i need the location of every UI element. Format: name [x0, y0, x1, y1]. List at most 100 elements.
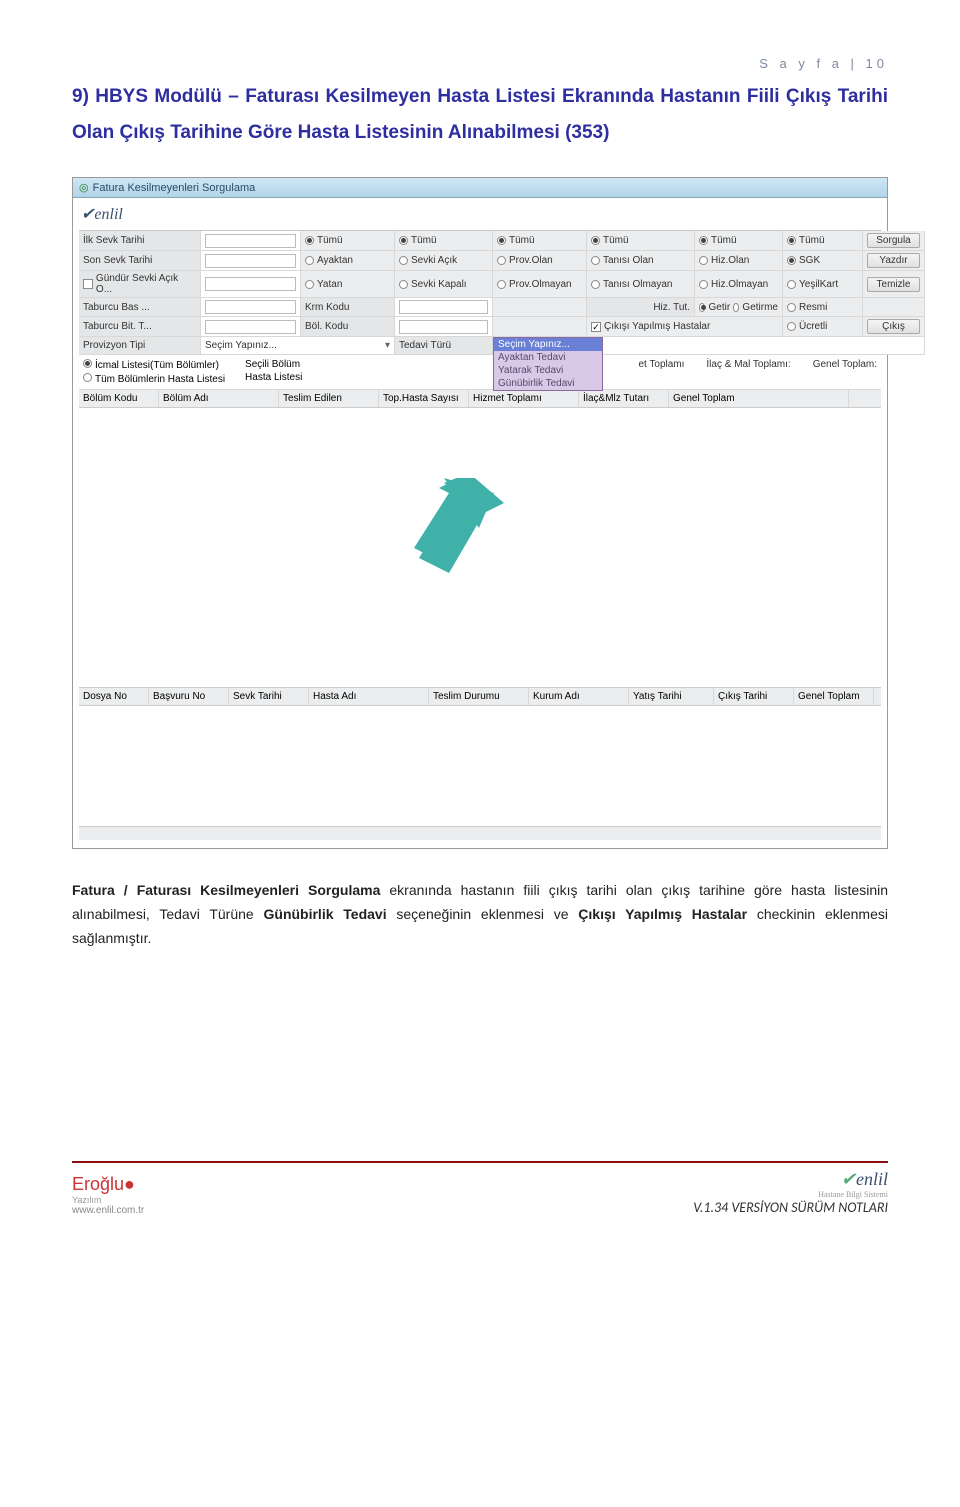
total-genel: Genel Toplam: [813, 359, 877, 370]
input-krm[interactable] [395, 298, 493, 317]
spacer-btn [863, 298, 925, 317]
table2-body [79, 706, 881, 826]
input-bol[interactable] [395, 317, 493, 337]
statusbar [79, 826, 881, 840]
text-2: seçeneğinin eklenmesi ve [387, 906, 579, 922]
page-footer: Eroğlu● Yazılım www.enlil.com.tr ✔enlil … [72, 1161, 888, 1224]
th2-yatis: Yatış Tarihi [629, 688, 714, 705]
input-taburcu-bas[interactable] [201, 298, 301, 317]
radio-tumu-2[interactable]: Tümü [395, 231, 493, 251]
radio-prov-olan[interactable]: Prov.Olan [493, 251, 587, 271]
label-secili: Seçili Bölüm [245, 359, 302, 370]
label-bol: Böl. Kodu [301, 317, 395, 337]
label-ilk-sevk: İlk Sevk Tarihi [79, 231, 201, 251]
app-window: ◎ Fatura Kesilmeyenleri Sorgulama ✔enlil… [72, 177, 888, 849]
page-number: S a y f a | 10 [72, 56, 888, 71]
version-text: V.1.34 VERSİYON SÜRÜM NOTLARI [693, 1199, 888, 1216]
radio-tumu-5[interactable]: Tümü [695, 231, 783, 251]
dd-opt-1[interactable]: Seçim Yapınız... [494, 338, 602, 351]
table2-headers: Dosya No Başvuru No Sevk Tarihi Hasta Ad… [79, 688, 881, 706]
dd-opt-2[interactable]: Ayaktan Tedavi [494, 351, 602, 364]
globe-icon: ◎ [79, 181, 89, 194]
table1-headers: Bölüm Kodu Bölüm Adı Teslim Edilen Top.H… [79, 390, 881, 408]
th2-teslim: Teslim Durumu [429, 688, 529, 705]
select-tedavi-turu[interactable]: Seçim Yapınız... Seçim Yapınız... Ayakta… [493, 337, 925, 355]
section-heading: 9) HBYS Modülü – Faturası Kesilmeyen Has… [72, 79, 888, 151]
th2-cikis: Çıkış Tarihi [714, 688, 794, 705]
radio-hiz-olan[interactable]: Hiz.Olan [695, 251, 783, 271]
btn-temizle[interactable]: Temizle [863, 271, 925, 298]
dd-opt-3[interactable]: Yatarak Tedavi [494, 364, 602, 377]
th-hasta-sayisi: Top.Hasta Sayısı [379, 390, 469, 407]
check-cikisi[interactable]: ✓Çıkışı Yapılmış Hastalar [587, 317, 783, 337]
select-provizyon[interactable]: Seçim Yapınız... ▾ [201, 337, 395, 355]
body-paragraph: Fatura / Faturası Kesilmeyenleri Sorgula… [72, 879, 888, 950]
radio-getir[interactable]: Getir Getirme [695, 298, 783, 317]
radio-prov-olmayan[interactable]: Prov.Olmayan [493, 271, 587, 298]
radio-ucretli[interactable]: Ücretli [783, 317, 863, 337]
radio-resmi[interactable]: Resmi [783, 298, 863, 317]
th-genel-toplam: Genel Toplam [669, 390, 849, 407]
radio-tanisi-olmayan[interactable]: Tanısı Olmayan [587, 271, 695, 298]
radio-yesilkart[interactable]: YeşilKart [783, 271, 863, 298]
th-hizmet-toplami: Hizmet Toplamı [469, 390, 579, 407]
radio-sevki-kapali[interactable]: Sevki Kapalı [395, 271, 493, 298]
window-title: Fatura Kesilmeyenleri Sorgulama [93, 182, 256, 194]
enlil-logo: ✔enlil Hastane Bilgi Sistemi [693, 1169, 888, 1199]
radio-icmal[interactable]: İcmal Listesi(Tüm Bölümler) [83, 359, 225, 371]
radio-sevki-acik[interactable]: Sevki Açık [395, 251, 493, 271]
filter-grid: İlk Sevk Tarihi Tümü Tümü Tümü Tümü Tümü… [79, 230, 881, 355]
enlil-sub: Hastane Bilgi Sistemi [693, 1190, 888, 1199]
mid-col-2: Seçili Bölüm Hasta Listesi [245, 359, 302, 383]
label-gundur[interactable]: Gündür Sevki Açık O... [79, 271, 201, 298]
label-tedavi-turu: Tedavi Türü [395, 337, 493, 355]
arrow-icon [389, 478, 509, 598]
heading-number: 9) HBYS Modülü – [72, 86, 239, 107]
input-taburcu-bit[interactable] [201, 317, 301, 337]
th-ilac-mlz: İlaç&Mlz Tutarı [579, 390, 669, 407]
label-provizyon: Provizyon Tipi [79, 337, 201, 355]
radio-sgk[interactable]: SGK [783, 251, 863, 271]
spacer-2 [493, 317, 587, 337]
total-ilac: İlaç & Mal Toplamı: [706, 359, 790, 370]
radio-hiz-olmayan[interactable]: Hiz.Olmayan [695, 271, 783, 298]
bold-1: Fatura / Faturası Kesilmeyenleri Sorgula… [72, 882, 380, 898]
radio-tanisi-olan[interactable]: Tanısı Olan [587, 251, 695, 271]
footer-left: Eroğlu● Yazılım www.enlil.com.tr [72, 1174, 144, 1216]
bold-2: Günübirlik Tedavi [264, 906, 387, 922]
btn-sorgula[interactable]: Sorgula [863, 231, 925, 251]
footer-url: www.enlil.com.tr [72, 1205, 144, 1216]
brand-label: ✔enlil [79, 202, 881, 230]
mid-col-1: İcmal Listesi(Tüm Bölümler) Tüm Bölümler… [83, 359, 225, 385]
input-ilk-sevk[interactable] [201, 231, 301, 251]
radio-yatan[interactable]: Yatan [301, 271, 395, 298]
eroglu-sub: Yazılım [72, 1195, 144, 1205]
label-hastalistesi: Hasta Listesi [245, 372, 302, 383]
th2-sevk: Sevk Tarihi [229, 688, 309, 705]
radio-tumu-3[interactable]: Tümü [493, 231, 587, 251]
dropdown-list[interactable]: Seçim Yapınız... Ayaktan Tedavi Yatarak … [493, 337, 603, 391]
radio-tumu-1[interactable]: Tümü [301, 231, 395, 251]
radio-tumu-4[interactable]: Tümü [587, 231, 695, 251]
footer-right: ✔enlil Hastane Bilgi Sistemi V.1.34 VERS… [693, 1169, 888, 1216]
label-hiz-tut: Hiz. Tut. [587, 298, 695, 317]
radio-tumbolum[interactable]: Tüm Bölümlerin Hasta Listesi [83, 373, 225, 385]
th2-kurum: Kurum Adı [529, 688, 629, 705]
mid-options: İcmal Listesi(Tüm Bölümler) Tüm Bölümler… [79, 355, 881, 390]
spacer-1 [493, 298, 587, 317]
totals: et Toplamı İlaç & Mal Toplamı: Genel Top… [638, 359, 877, 370]
th-bolum-adi: Bölüm Adı [159, 390, 279, 407]
radio-tumu-6[interactable]: Tümü [783, 231, 863, 251]
btn-yazdir[interactable]: Yazdır [863, 251, 925, 271]
input-gundur[interactable] [201, 271, 301, 298]
page: S a y f a | 10 9) HBYS Modülü – Faturası… [0, 0, 960, 1244]
label-taburcu-bas: Taburcu Bas ... [79, 298, 201, 317]
dd-opt-4[interactable]: Günübirlik Tedavi [494, 377, 602, 390]
radio-ayaktan[interactable]: Ayaktan [301, 251, 395, 271]
eroglu-logo: Eroğlu● Yazılım [72, 1174, 144, 1205]
btn-cikis[interactable]: Çıkış [863, 317, 925, 337]
label-krm: Krm Kodu [301, 298, 395, 317]
input-son-sevk[interactable] [201, 251, 301, 271]
th2-genel: Genel Toplam [794, 688, 874, 705]
th-teslim-edilen: Teslim Edilen [279, 390, 379, 407]
